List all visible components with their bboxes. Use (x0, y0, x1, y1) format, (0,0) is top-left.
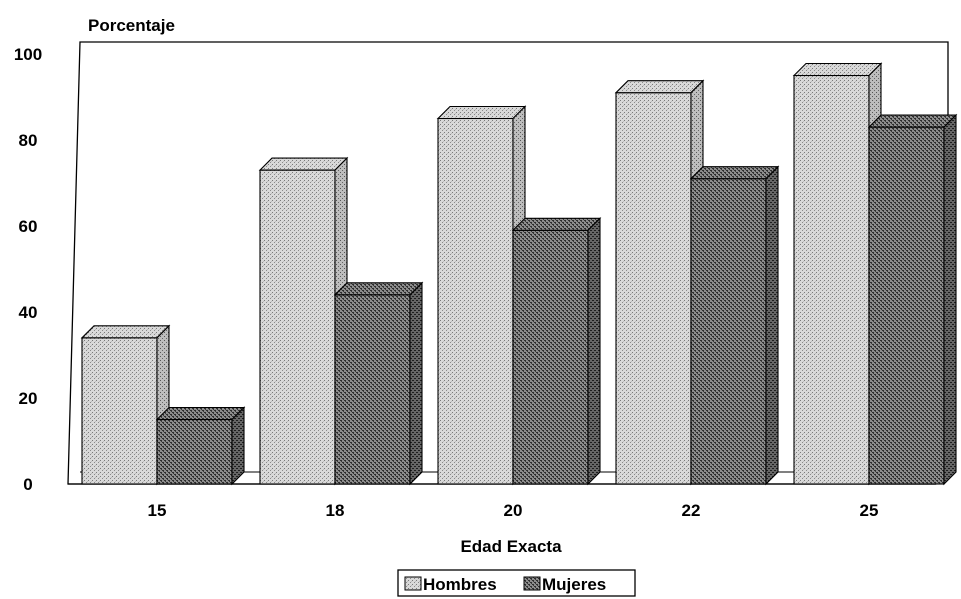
x-tick-label: 15 (148, 501, 167, 520)
bar-hombres-22 (614, 79, 705, 486)
bar-mujeres-22 (689, 165, 780, 486)
y-tick-label: 80 (19, 131, 38, 150)
x-tick-label: 22 (682, 501, 701, 520)
legend-swatch-mujeres (523, 576, 541, 591)
x-tick-label: 18 (326, 501, 345, 520)
bars (80, 62, 958, 486)
x-tick-label: 20 (504, 501, 523, 520)
bar-mujeres-25 (867, 113, 958, 486)
y-axis-title: Porcentaje (88, 16, 175, 35)
bar-hombres-15 (80, 324, 171, 486)
bar-mujeres-18 (333, 281, 424, 486)
x-tick-label: 25 (860, 501, 879, 520)
bar-mujeres-20 (511, 216, 602, 486)
y-tick-label: 20 (19, 389, 38, 408)
y-tick-label: 0 (23, 475, 32, 494)
y-tick-label: 100 (14, 45, 42, 64)
bar-mujeres-15 (155, 406, 246, 486)
legend-box (397, 569, 636, 597)
bar-hombres-18 (258, 156, 349, 486)
legend-swatch-hombres (404, 576, 422, 591)
legend: Hombres Mujeres (397, 569, 636, 597)
legend-label-mujeres: Mujeres (542, 575, 606, 594)
bar-hombres-20 (436, 105, 527, 486)
bar-hombres-25 (792, 62, 883, 486)
y-tick-label: 40 (19, 303, 38, 322)
x-axis-title: Edad Exacta (460, 537, 562, 556)
y-tick-label: 60 (19, 217, 38, 236)
y-axis: 0 20 40 60 80 100 (14, 45, 42, 494)
legend-label-hombres: Hombres (423, 575, 497, 594)
x-axis: 15 18 20 22 25 (148, 501, 879, 520)
